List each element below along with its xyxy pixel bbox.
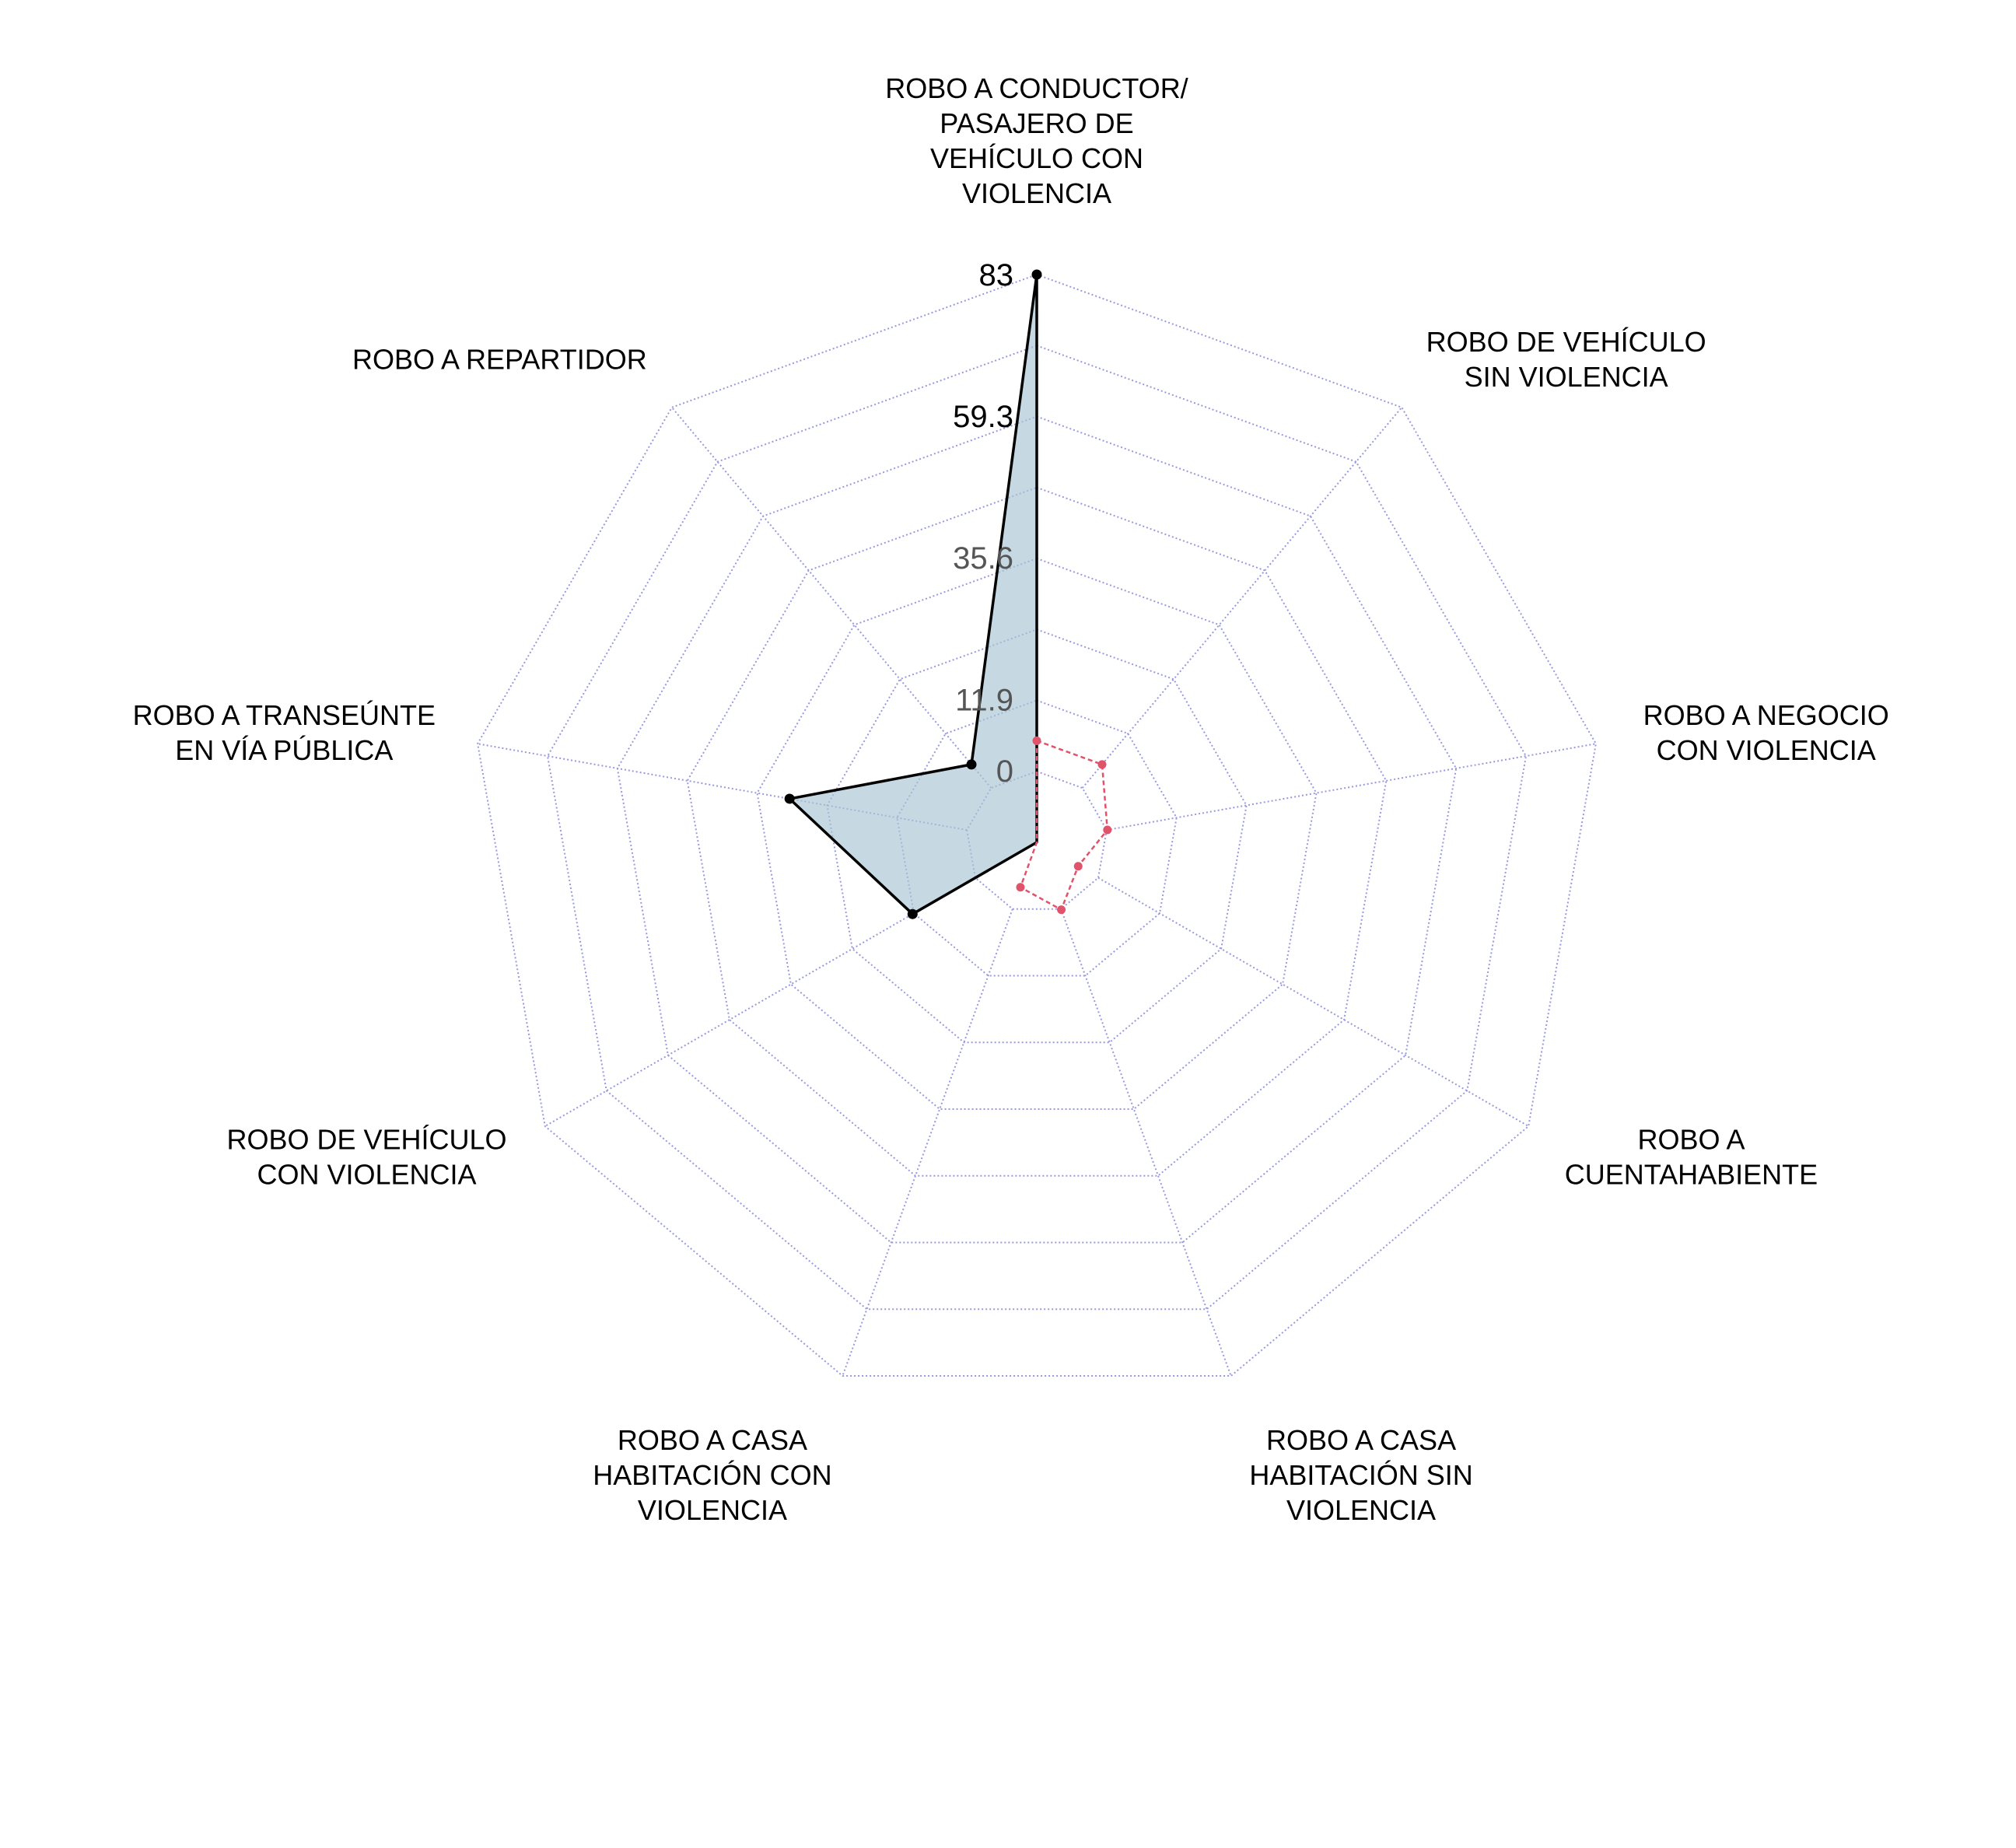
tick-label: 83 — [979, 258, 1014, 292]
series-2-point — [1032, 736, 1041, 745]
axis-label-line: HABITACIÓN SIN — [1249, 1459, 1472, 1491]
grid-ring — [966, 770, 1108, 910]
axis-label-line: ROBO A CONDUCTOR/ — [885, 72, 1188, 104]
axis-label-line: ROBO DE VEHÍCULO — [1426, 326, 1706, 358]
axis-label: ROBO A CONDUCTOR/PASAJERO DE VEHÍCULO CON… — [885, 72, 1188, 209]
grid-spoke — [544, 877, 976, 1127]
axis-label: ROBO A TRANSEÚNTE EN VÍA PÚBLICA — [133, 699, 436, 766]
series-2-point — [1073, 862, 1083, 871]
axis-label: ROBO A NEGOCIO CON VIOLENCIA — [1643, 699, 1889, 766]
axis-label-line: PASAJERO DE — [940, 107, 1133, 139]
axis-label-line: CUENTAHABIENTE — [1565, 1159, 1818, 1191]
axis-label-line: SIN VIOLENCIA — [1465, 361, 1668, 393]
tick-label: 35.6 — [953, 541, 1013, 576]
axis-label: ROBO DE VEHÍCULO CON VIOLENCIA — [226, 1124, 506, 1191]
grid-ring — [546, 345, 1528, 1311]
series-2-point — [1057, 905, 1066, 915]
series-1-point — [966, 759, 977, 770]
axis-label: ROBO A CUENTAHABIENTE — [1565, 1124, 1818, 1191]
tick-label: 0 — [996, 754, 1013, 789]
axis-label-line: ROBO DE VEHÍCULO — [226, 1124, 506, 1156]
axis-label-line: CON VIOLENCIA — [1657, 734, 1876, 766]
series-layer — [784, 269, 1112, 919]
series-2-point — [1097, 760, 1107, 769]
axis-label-line: VIOLENCIA — [1286, 1494, 1436, 1526]
grid-ring — [616, 415, 1458, 1244]
axis-label-line: ROBO A CASA — [1266, 1424, 1456, 1456]
grid-spoke — [1097, 877, 1529, 1127]
axis-label-line: VEHÍCULO CON — [930, 142, 1143, 174]
tick-label: 11.9 — [955, 683, 1013, 717]
axis-label: ROBO A REPARTIDOR — [352, 344, 647, 376]
grid-ring — [477, 273, 1597, 1377]
axis-label-line: EN VÍA PÚBLICA — [175, 734, 393, 766]
axis-label: ROBO A CASA HABITACIÓN SIN VIOLENCIA — [1249, 1424, 1472, 1526]
axis-label-line: VIOLENCIA — [638, 1494, 787, 1526]
grid-spoke — [1081, 407, 1403, 789]
axis-label: ROBO A CASA HABITACIÓN CON VIOLENCIA — [593, 1424, 831, 1526]
axis-label-line: ROBO A NEGOCIO — [1643, 699, 1889, 731]
series-1-point — [1031, 269, 1042, 280]
tick-label: 59.3 — [953, 400, 1013, 434]
grid-spoke — [1106, 743, 1597, 831]
series-2-point — [1016, 883, 1025, 892]
series-1-area — [788, 273, 1038, 915]
axis-label-line: HABITACIÓN CON — [593, 1459, 831, 1491]
axis-label-line: ROBO A TRANSEÚNTE — [133, 699, 436, 731]
series-2-area — [1019, 740, 1109, 911]
axis-label: ROBO DE VEHÍCULO SIN VIOLENCIA — [1426, 326, 1706, 393]
series-1-point — [784, 793, 795, 804]
axis-label-line: ROBO A CASA — [618, 1424, 807, 1456]
series-2-point — [1103, 825, 1112, 835]
grid-ring — [826, 628, 1248, 1044]
axis-label-line: VIOLENCIA — [962, 177, 1111, 209]
tick-labels: 0 11.9 35.6 59.3 83 — [953, 258, 1013, 789]
grid-spoke — [842, 908, 1013, 1377]
series-1-point — [907, 908, 918, 919]
axis-label-line: ROBO A REPARTIDOR — [352, 344, 647, 376]
axis-label-line: ROBO A — [1637, 1124, 1745, 1156]
axis-label-line: CON VIOLENCIA — [257, 1159, 476, 1191]
grid-ring — [686, 486, 1388, 1177]
grid-spoke — [670, 407, 992, 789]
axis-labels: ROBO A CONDUCTOR/PASAJERO DE VEHÍCULO CON… — [133, 72, 1889, 1526]
grid-spoke — [1060, 908, 1232, 1377]
